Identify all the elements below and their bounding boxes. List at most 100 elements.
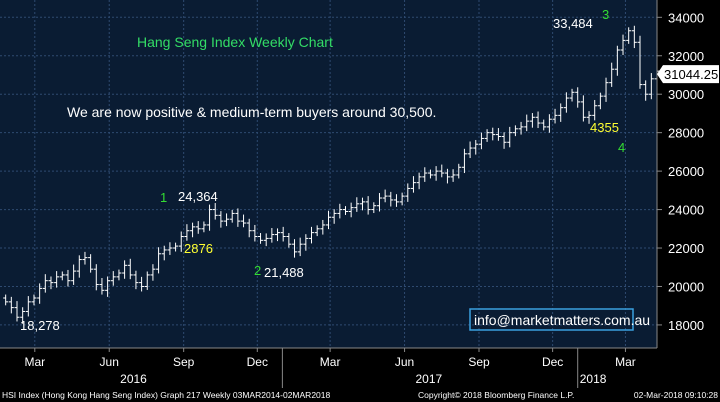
price-bar (320, 219, 326, 235)
price-bar (258, 233, 264, 244)
price-bar (93, 264, 99, 291)
price-bar (54, 271, 60, 288)
y-tick-label: 24000 (668, 203, 704, 218)
x-tick-label: Dec (247, 355, 268, 369)
x-tick-label: Sep (173, 355, 195, 369)
price-bar (376, 193, 382, 212)
price-bar (144, 271, 150, 290)
price-bar (427, 169, 433, 179)
price-bar (37, 283, 43, 304)
x-tick-label: Mar (320, 355, 341, 369)
price-bar (631, 25, 637, 49)
price-bar (212, 203, 218, 220)
price-bar (473, 139, 479, 155)
price-bar (399, 192, 405, 206)
price-bar (433, 166, 439, 181)
price-bar (478, 132, 484, 150)
y-tick-label: 18000 (668, 318, 704, 333)
plot-panel (0, 0, 657, 348)
price-bar (586, 111, 592, 124)
price-bar (150, 264, 156, 281)
price-bar (444, 168, 450, 184)
price-bar (603, 77, 609, 102)
price-bar (439, 164, 445, 178)
price-bar (48, 276, 54, 290)
price-bar (461, 148, 467, 174)
annotation-low-2016: 18,278 (20, 318, 60, 333)
x-tick-label: Mar (615, 355, 636, 369)
year-label: 2018 (580, 372, 607, 386)
price-bar (218, 211, 224, 228)
year-label: 2016 (120, 372, 147, 386)
price-bar (229, 209, 235, 223)
price-bar (297, 237, 303, 257)
price-bar (122, 260, 128, 279)
price-bar (337, 203, 343, 219)
price-bar (422, 167, 428, 182)
price-bar (342, 206, 348, 215)
x-tick-label: Dec (542, 355, 563, 369)
price-bar (292, 239, 298, 258)
price-bar (14, 301, 20, 322)
price-bar (614, 45, 620, 76)
price-bar (507, 126, 513, 148)
price-bar (518, 121, 524, 135)
price-bar (371, 202, 377, 214)
price-bar (241, 214, 247, 228)
contact-box[interactable]: info@marketmatters.com.au (469, 308, 650, 331)
price-bar (597, 92, 603, 110)
annotation-move-4355: 4355 (590, 120, 619, 135)
price-bar (626, 27, 632, 44)
year-label: 2017 (415, 372, 442, 386)
price-bar (410, 176, 416, 193)
footer-date: 02-Mar-2018 09:10:28 (634, 390, 718, 400)
price-bar (575, 87, 581, 108)
price-bar (501, 132, 507, 149)
price-bar (59, 271, 65, 281)
y-tick-label: 22000 (668, 241, 704, 256)
last-price-marker: 31044.25 (657, 65, 719, 84)
price-bar (484, 129, 490, 142)
x-tick-label: Jun (395, 355, 414, 369)
price-bar (524, 114, 530, 132)
price-bar (569, 88, 575, 102)
y-tick-label: 32000 (668, 49, 704, 64)
price-bar (331, 209, 337, 224)
price-bar (224, 213, 230, 227)
price-bar (314, 225, 320, 237)
price-bar (365, 196, 371, 215)
footer-copyright: Copyright© 2018 Bloomberg Finance L.P. (418, 390, 574, 400)
price-bar (456, 163, 462, 179)
price-bar (326, 210, 331, 230)
price-bar (65, 269, 71, 287)
price-bar (359, 197, 365, 211)
price-bar (269, 228, 275, 243)
price-bar (173, 242, 179, 252)
price-bar (563, 92, 569, 113)
last-price-box (657, 65, 719, 84)
y-tick-label: 28000 (668, 126, 704, 141)
annotation-high-2016: 24,364 (178, 189, 218, 204)
annotation-low-2016-dec: 21,488 (264, 265, 304, 280)
price-bar (348, 202, 354, 218)
price-bar (388, 191, 394, 207)
price-bar (382, 189, 388, 203)
annotation-move-2876: 2876 (184, 241, 213, 256)
price-bar (303, 234, 309, 251)
y-tick-label: 20000 (668, 279, 704, 294)
price-bar (201, 221, 207, 233)
footer-source: HSI Index (Hong Kong Hang Seng Index) Gr… (2, 390, 331, 400)
contact-email[interactable]: info@marketmatters.com.au (474, 312, 650, 328)
price-bar (552, 108, 558, 124)
chart-title: Hang Seng Index Weekly Chart (137, 34, 333, 50)
price-bar (161, 245, 167, 261)
price-bar (139, 276, 145, 292)
price-bar (184, 224, 190, 241)
price-bar (127, 258, 133, 280)
price-bar (88, 254, 94, 273)
price-bar (156, 247, 162, 274)
commentary-text: We are now positive & medium-term buyers… (67, 104, 436, 120)
price-bar (541, 119, 547, 131)
price-bars (3, 25, 666, 324)
